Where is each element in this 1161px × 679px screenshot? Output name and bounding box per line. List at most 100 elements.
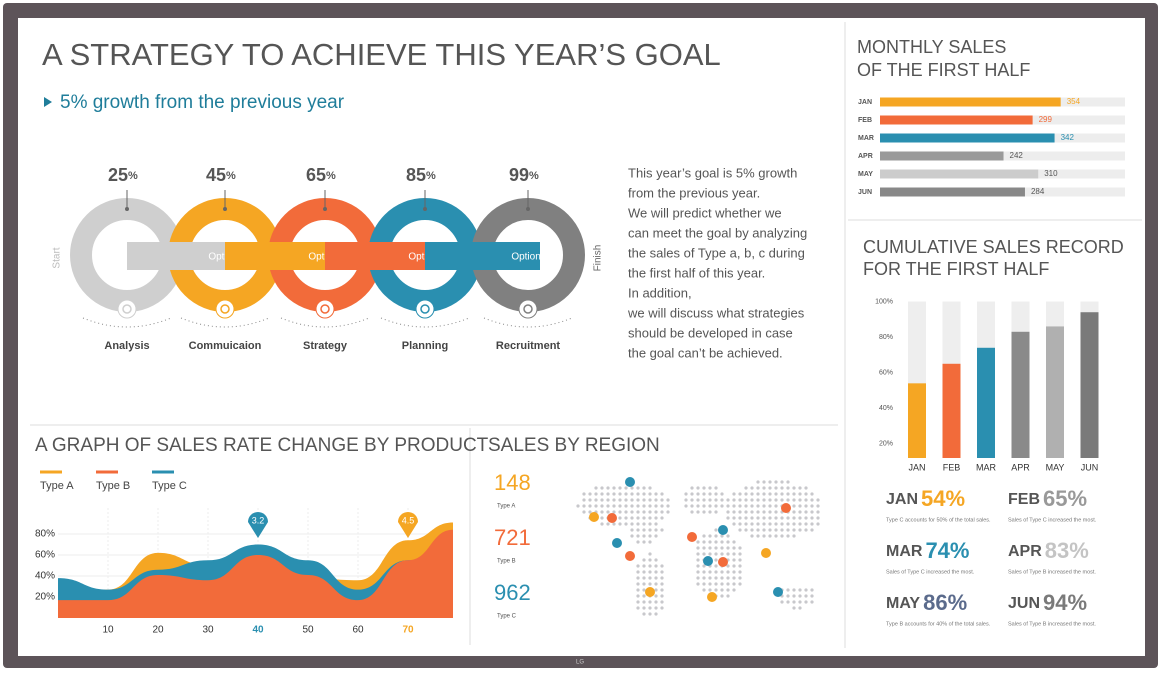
map-dot (726, 564, 730, 568)
map-dot (744, 504, 748, 508)
map-dot (642, 600, 646, 604)
map-dot (780, 534, 784, 538)
map-dot (774, 528, 778, 532)
map-dot (636, 582, 640, 586)
map-dot (594, 504, 598, 508)
map-dot (726, 594, 730, 598)
finish-label: Finish (593, 245, 604, 272)
map-dot (804, 504, 808, 508)
map-dot (630, 534, 634, 538)
icon-badge (215, 299, 235, 319)
map-dot (642, 558, 646, 562)
subtitle: 5% growth from the previous year (60, 92, 345, 113)
note-heading: FEB 65% (1008, 486, 1087, 511)
band (225, 242, 337, 270)
map-dot (738, 558, 742, 562)
map-dot (702, 546, 706, 550)
description-line: should be developed in case (628, 325, 793, 340)
map-dot (738, 546, 742, 550)
map-dot (654, 492, 658, 496)
map-dot (684, 492, 688, 496)
category-label: JAN (858, 99, 872, 106)
map-dot (636, 564, 640, 568)
map-dot (726, 498, 730, 502)
map-dot (738, 570, 742, 574)
map-dot (786, 486, 790, 490)
map-dot (720, 546, 724, 550)
map-dot (738, 582, 742, 586)
map-dot (798, 522, 802, 526)
map-dot (720, 552, 724, 556)
map-dot (726, 516, 730, 520)
map-dot (702, 534, 706, 538)
icon (523, 304, 533, 314)
map-dot (630, 504, 634, 508)
map-dot (738, 498, 742, 502)
map-dot (732, 540, 736, 544)
x-tick-label: FEB (943, 462, 961, 472)
map-dot (636, 588, 640, 592)
map-dot (750, 498, 754, 502)
map-dot (636, 534, 640, 538)
map-dot (768, 498, 772, 502)
note-month: MAR (886, 543, 923, 560)
map-dot (690, 498, 694, 502)
note-percent: 54% (921, 486, 965, 511)
map-dot (726, 546, 730, 550)
map-pin (607, 513, 617, 523)
map-dot (732, 522, 736, 526)
logo: LG (576, 660, 584, 666)
map-dot (732, 510, 736, 514)
note-month: JAN (886, 491, 918, 508)
map-dot (702, 582, 706, 586)
note-heading: APR 83% (1008, 538, 1089, 563)
map-dot (660, 498, 664, 502)
map-dot (708, 534, 712, 538)
map-dot (714, 558, 718, 562)
note-text: Sales of Type C increased the most. (1008, 517, 1097, 523)
map-dot (786, 588, 790, 592)
map-dot (636, 498, 640, 502)
map-dot (684, 504, 688, 508)
map-dot (744, 510, 748, 514)
map-dot (618, 492, 622, 496)
map-dot (636, 486, 640, 490)
map-dot (756, 492, 760, 496)
map-dot (696, 552, 700, 556)
map-pin (718, 525, 728, 535)
percent-value: 99 (509, 165, 529, 185)
map-dot (660, 504, 664, 508)
map-dot (648, 606, 652, 610)
map-dot (630, 528, 634, 532)
category-label: JUN (858, 189, 872, 196)
map-dot (708, 540, 712, 544)
map-dot (624, 516, 628, 520)
map-dot (600, 486, 604, 490)
note-heading: JAN 54% (886, 486, 965, 511)
map-dot (792, 600, 796, 604)
map-dot (714, 546, 718, 550)
map-dot (804, 600, 808, 604)
map-dot (786, 480, 790, 484)
map-dot (756, 504, 760, 508)
map-dot (768, 510, 772, 514)
map-dot (744, 528, 748, 532)
note-month: APR (1008, 543, 1042, 560)
map-dot (576, 504, 580, 508)
bar (880, 151, 1004, 161)
map-dot (630, 486, 634, 490)
note-percent: 83% (1045, 538, 1089, 563)
map-dot (768, 492, 772, 496)
map-dot (648, 558, 652, 562)
map-dot (642, 570, 646, 574)
map-dot (750, 534, 754, 538)
map-dot (588, 492, 592, 496)
map-dot (612, 522, 616, 526)
map-dot (660, 600, 664, 604)
legend-label: Type B (96, 480, 130, 492)
x-tick-label: 70 (402, 625, 414, 636)
map-dot (582, 504, 586, 508)
note-month: MAY (886, 595, 920, 612)
region-label: Type C (497, 614, 517, 620)
option-label: Option 04 (511, 252, 555, 263)
